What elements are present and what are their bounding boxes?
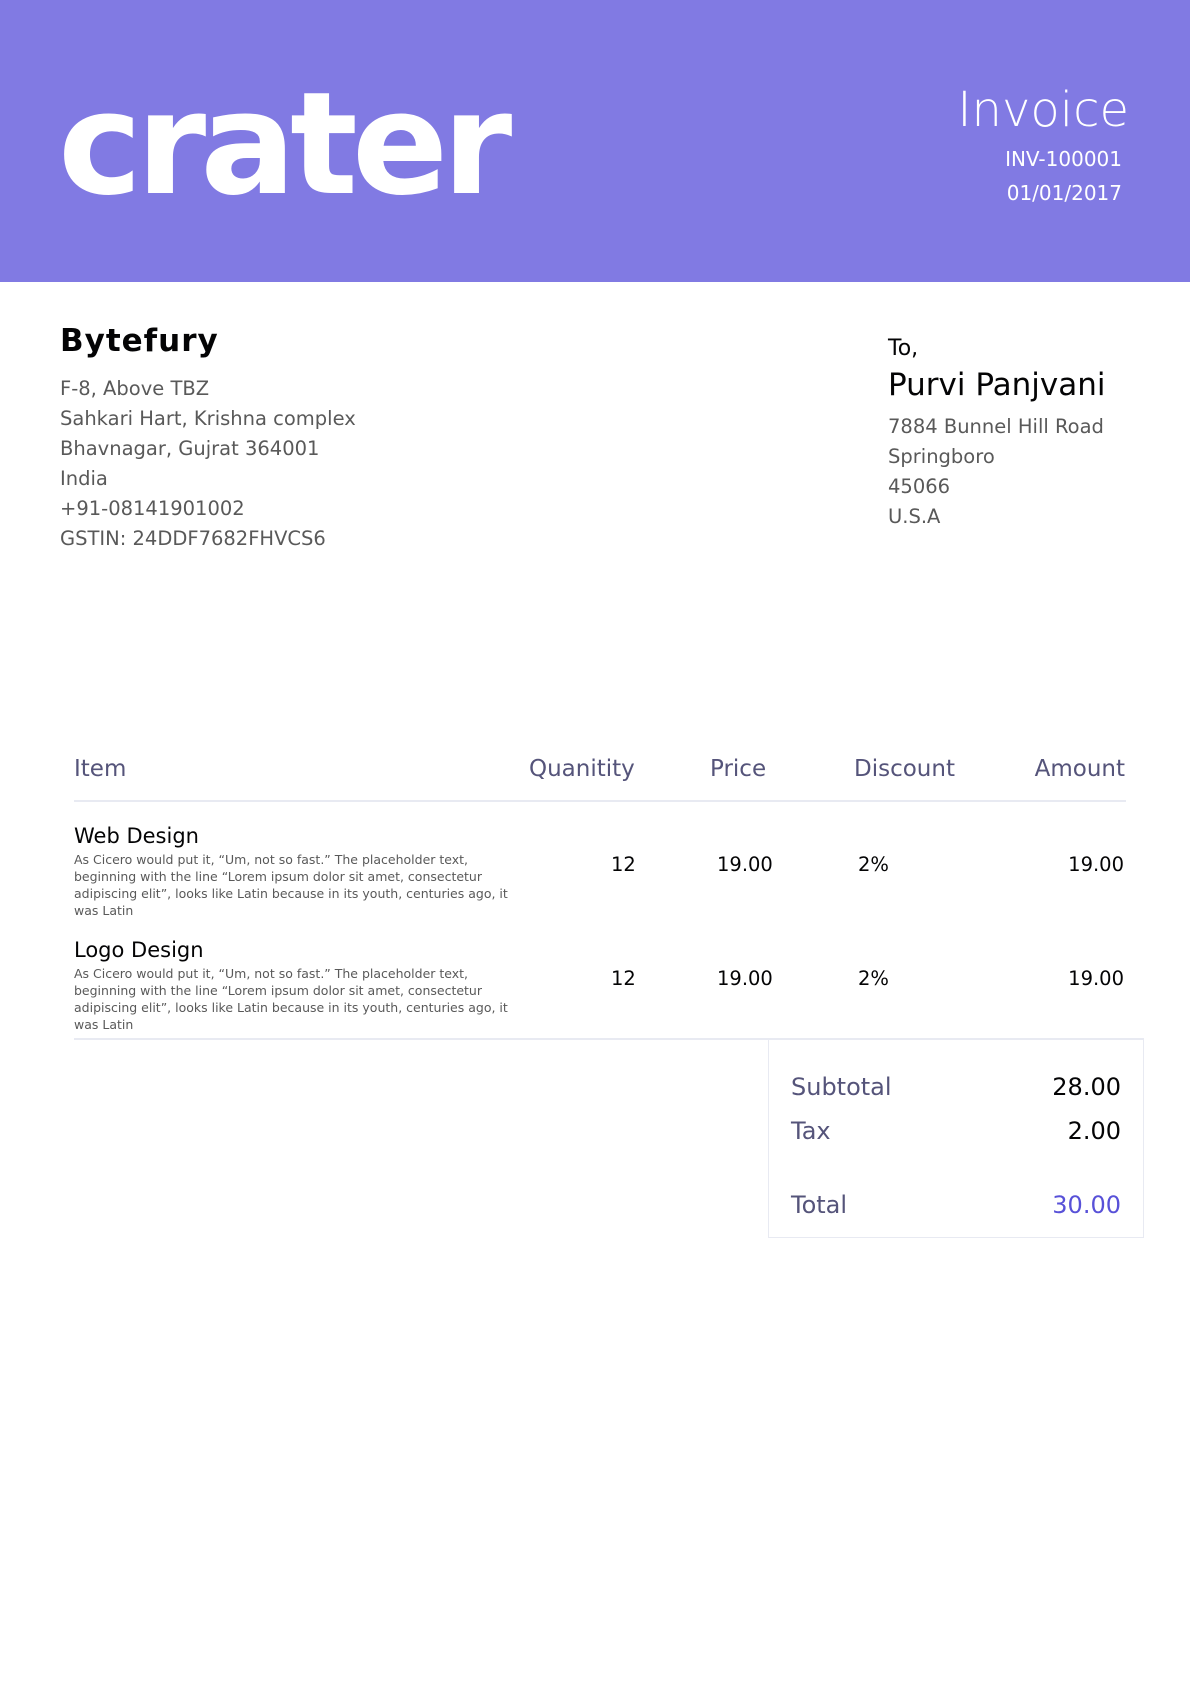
totals-box: Subtotal 28.00 Tax 2.00 Total 30.00 bbox=[768, 1038, 1144, 1238]
address-line: 7884 Bunnel Hill Road bbox=[888, 415, 1104, 438]
col-header-discount: Discount bbox=[854, 756, 955, 782]
address-line: F-8, Above TBZ bbox=[60, 377, 210, 400]
invoice-header: crater Invoice INV-100001 01/01/2017 bbox=[0, 0, 1190, 282]
item-discount: 2% bbox=[858, 853, 889, 876]
item-quantity: 12 bbox=[611, 967, 636, 990]
col-header-item: Item bbox=[74, 756, 127, 782]
col-header-price: Price bbox=[710, 756, 767, 782]
crater-logo: crater bbox=[58, 62, 512, 227]
invoice-title: Invoice bbox=[957, 82, 1129, 138]
billing-address: 7884 Bunnel Hill Road Springboro 45066 U… bbox=[888, 412, 1104, 532]
item-name: Web Design bbox=[74, 824, 199, 848]
total-label: Total bbox=[791, 1191, 848, 1219]
tax-value: 2.00 bbox=[1067, 1117, 1121, 1145]
subtotal-label: Subtotal bbox=[791, 1073, 892, 1101]
address-line: U.S.A bbox=[888, 505, 941, 528]
item-name: Logo Design bbox=[74, 938, 204, 962]
item-price: 19.00 bbox=[717, 967, 773, 990]
item-description: As Cicero would put it, “Um, not so fast… bbox=[74, 966, 508, 1032]
invoice-number: INV-100001 bbox=[1005, 147, 1122, 171]
item-amount: 19.00 bbox=[1068, 853, 1124, 876]
col-header-amount: Amount bbox=[1034, 756, 1125, 782]
total-value: 30.00 bbox=[1052, 1191, 1121, 1219]
divider bbox=[74, 800, 1126, 802]
item-quantity: 12 bbox=[611, 853, 636, 876]
item-price: 19.00 bbox=[717, 853, 773, 876]
item-description: As Cicero would put it, “Um, not so fast… bbox=[74, 852, 508, 918]
customer-name: Purvi Panjvani bbox=[888, 367, 1106, 403]
item-amount: 19.00 bbox=[1068, 967, 1124, 990]
company-name: Bytefury bbox=[60, 323, 219, 359]
address-line: Sahkari Hart, Krishna complex bbox=[60, 407, 356, 430]
company-address: F-8, Above TBZ Sahkari Hart, Krishna com… bbox=[60, 374, 356, 554]
divider bbox=[74, 1038, 1144, 1040]
col-header-quantity: Quanitity bbox=[529, 756, 635, 782]
address-line: Springboro bbox=[888, 445, 995, 468]
address-line: Bhavnagar, Gujrat 364001 bbox=[60, 437, 320, 460]
address-line: 45066 bbox=[888, 475, 951, 498]
invoice-date: 01/01/2017 bbox=[1006, 181, 1122, 205]
address-line: India bbox=[60, 467, 108, 490]
tax-label: Tax bbox=[791, 1117, 831, 1145]
subtotal-value: 28.00 bbox=[1052, 1073, 1121, 1101]
company-gstin: GSTIN: 24DDF7682FHVCS6 bbox=[60, 527, 326, 550]
item-discount: 2% bbox=[858, 967, 889, 990]
company-phone: +91-08141901002 bbox=[60, 497, 245, 520]
to-label: To, bbox=[888, 336, 919, 361]
